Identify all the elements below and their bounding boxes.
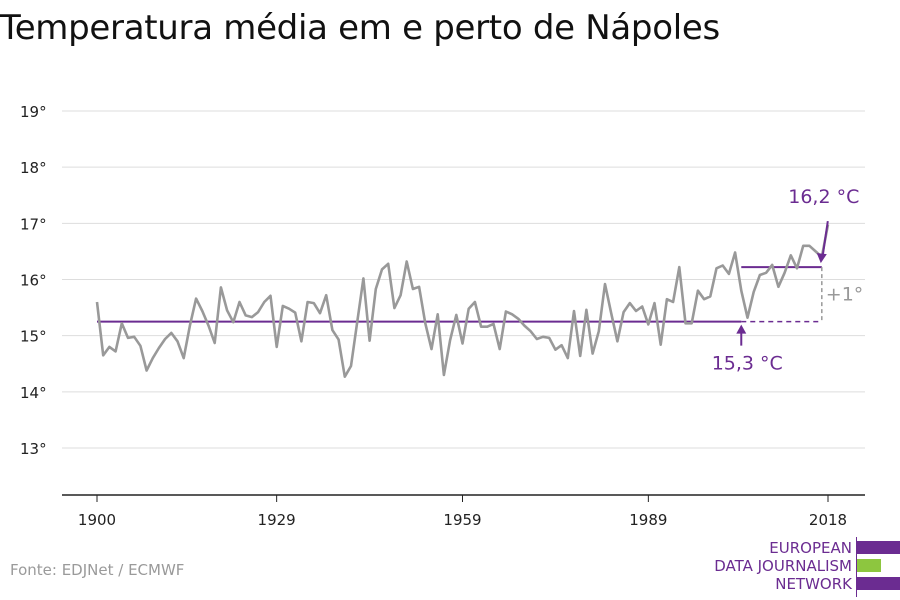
y-tick-label: 14° (20, 384, 47, 402)
logo-line-2: DATA JOURNALISM (714, 557, 852, 575)
y-tick-label: 18° (20, 159, 47, 177)
y-tick-label: 17° (20, 215, 47, 233)
y-tick-label: 13° (20, 440, 47, 458)
difference-label: +1° (826, 283, 864, 305)
logo-line-3: NETWORK (775, 575, 852, 593)
baseline-high-label: 16,2 °C (788, 186, 859, 208)
edjnet-logo: EUROPEAN DATA JOURNALISM NETWORK (712, 537, 900, 597)
arrow-high-shaft (821, 220, 829, 256)
arrow-high-head (816, 253, 827, 264)
baseline-lines (97, 266, 822, 323)
x-tick-label: 1959 (443, 511, 481, 529)
x-tick-label: 2018 (809, 511, 847, 529)
logo-bar-purple-bottom (857, 577, 900, 590)
arrow-low-head (736, 324, 747, 334)
source-note: Fonte: EDJNet / ECMWF (10, 561, 185, 579)
x-tick-label: 1929 (258, 511, 296, 529)
logo-bar-purple-top (857, 541, 900, 554)
temperature-line (95, 224, 830, 379)
logo-divider (856, 537, 857, 597)
temperature-series (95, 224, 830, 379)
chart-title: Temperatura média em e perto de Nápoles (0, 8, 720, 48)
y-tick-label: 15° (20, 328, 47, 346)
y-axis-tick-labels: 13° 14° 15° 16° 17° 18° 19° (20, 103, 47, 458)
x-tick-label: 1900 (78, 511, 116, 529)
baseline-low-label: 15,3 °C (712, 353, 783, 375)
y-tick-label: 16° (20, 272, 47, 290)
logo-line-1: EUROPEAN (769, 539, 852, 557)
x-axis: 1900 1929 1959 1989 2018 (62, 494, 865, 529)
gridlines (62, 110, 865, 449)
logo-bar-green (857, 559, 881, 572)
x-tick-label: 1989 (629, 511, 667, 529)
annotations: +1° 15,3 °C 16,2 °C (712, 186, 864, 374)
y-tick-label: 19° (20, 103, 47, 121)
